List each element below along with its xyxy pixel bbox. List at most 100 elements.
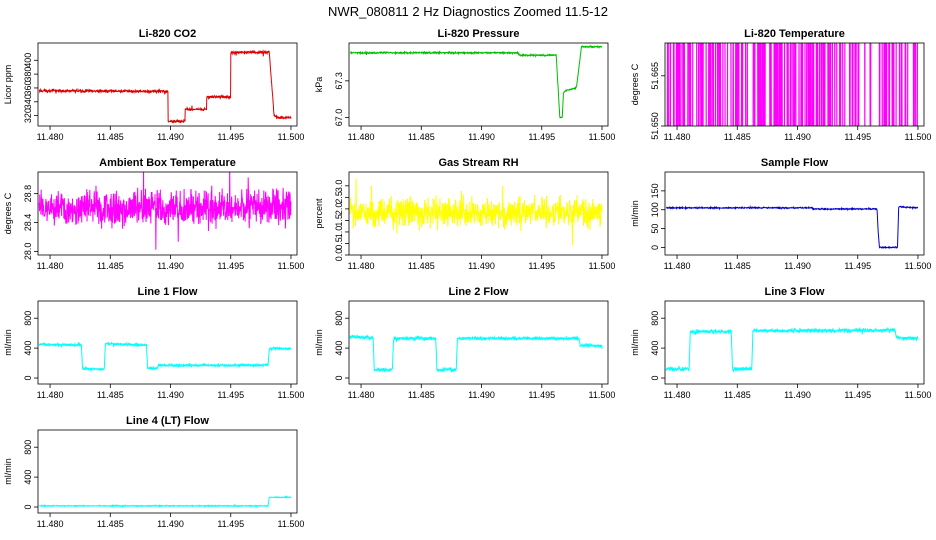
x-tick-label: 11.495 xyxy=(528,261,555,271)
panel-title: Line 3 Flow xyxy=(765,286,825,298)
x-tick-label: 11.480 xyxy=(37,519,64,529)
x-tick-label: 11.490 xyxy=(468,261,495,271)
x-tick-label: 11.495 xyxy=(528,132,555,142)
y-axis-label: percent xyxy=(314,198,324,229)
series-line xyxy=(350,44,603,119)
panel-li-820-pressure: Li-820 Pressure 11.480 11.485 11.490 11.495 1… xyxy=(314,28,615,142)
x-tick-label: 11.485 xyxy=(97,519,124,529)
y-axis-label: kPa xyxy=(314,77,324,93)
x-tick-label: 11.495 xyxy=(844,132,871,142)
y-axis-label: degrees C xyxy=(630,63,640,105)
data-layer xyxy=(349,178,603,246)
plot-frame xyxy=(348,42,609,127)
y-tick-label: 0 xyxy=(23,376,33,381)
y-tick-label: 28.8 xyxy=(23,185,33,203)
x-tick-label: 11.485 xyxy=(724,261,751,271)
panel-title: Line 4 (LT) Flow xyxy=(126,415,209,427)
y-tick-label: 0.5 xyxy=(334,237,344,250)
data-layer xyxy=(666,204,919,250)
y-tick-label: 380 xyxy=(23,67,33,82)
x-tick-label: 11.485 xyxy=(724,132,751,142)
data-layer xyxy=(665,326,919,373)
plot-frame xyxy=(348,300,609,385)
x-tick-label: 11.480 xyxy=(348,390,375,400)
y-axis-label: ml/min xyxy=(630,200,640,227)
x-tick-label: 11.500 xyxy=(589,261,616,271)
plot-frame xyxy=(37,171,298,256)
figure-title: NWR_080811 2 Hz Diagnostics Zoomed 11.5-… xyxy=(328,4,608,19)
x-tick-label: 11.480 xyxy=(664,261,691,271)
x-tick-label: 11.480 xyxy=(37,261,64,271)
x-tick-label: 11.490 xyxy=(468,132,495,142)
y-tick-label: 51.650 xyxy=(650,112,660,140)
x-tick-label: 11.500 xyxy=(278,132,305,142)
y-tick-label: 0.0 xyxy=(334,249,344,262)
x-tick-label: 11.500 xyxy=(905,132,932,142)
y-tick-label: 1.5 xyxy=(334,214,344,227)
panel-sample-flow: Sample Flow 11.480 11.485 11.490 11.495 11.50… xyxy=(630,157,931,271)
x-tick-label: 11.500 xyxy=(278,390,305,400)
panel-title: Li-820 Pressure xyxy=(438,28,520,40)
x-tick-label: 11.500 xyxy=(589,390,616,400)
x-tick-label: 11.490 xyxy=(784,132,811,142)
x-tick-label: 11.495 xyxy=(217,132,244,142)
x-tick-label: 11.485 xyxy=(97,261,124,271)
panel-li-820-co2: Li-820 CO2 11.480 11.485 11.490 11.495 11.500… xyxy=(3,28,304,142)
panel-title: Li-820 CO2 xyxy=(139,28,196,40)
y-tick-label: 28.4 xyxy=(23,214,33,232)
x-tick-label: 11.495 xyxy=(528,390,555,400)
panel-gas-stream-rh: Gas Stream RH 11.480 11.485 11.490 11.495 11.… xyxy=(314,157,615,271)
panel-ambient-box-temperature: Ambient Box Temperature 11.480 11.485 11.49… xyxy=(3,157,304,271)
y-tick-label: 800 xyxy=(23,311,33,326)
x-tick-label: 11.500 xyxy=(589,132,616,142)
x-tick-label: 11.480 xyxy=(664,390,691,400)
x-tick-label: 11.495 xyxy=(217,261,244,271)
y-tick-label: 400 xyxy=(650,341,660,356)
x-tick-label: 11.485 xyxy=(97,132,124,142)
y-tick-label: 0 xyxy=(650,245,660,250)
series-line xyxy=(666,43,919,126)
panel-line-1-flow: Line 1 Flow 11.480 11.485 11.490 11.495 11.50… xyxy=(3,286,304,400)
x-tick-label: 11.500 xyxy=(278,261,305,271)
y-tick-label: 67.3 xyxy=(334,72,344,90)
y-axis-label: ml/min xyxy=(3,458,13,485)
panel-title: Gas Stream RH xyxy=(438,157,518,169)
y-tick-label: 320 xyxy=(23,108,33,123)
y-tick-label: 400 xyxy=(334,341,344,356)
x-tick-label: 11.480 xyxy=(664,132,691,142)
y-tick-label: 0 xyxy=(334,376,344,381)
y-tick-label: 50 xyxy=(650,224,660,234)
series-line xyxy=(349,334,603,374)
x-tick-label: 11.495 xyxy=(217,390,244,400)
panel-title: Li-820 Temperature xyxy=(744,28,845,40)
data-layer xyxy=(38,49,292,124)
x-tick-label: 11.500 xyxy=(905,390,932,400)
y-tick-label: 51.665 xyxy=(650,62,660,90)
y-tick-label: 340 xyxy=(23,94,33,109)
y-axis-label: degrees C xyxy=(3,192,13,234)
x-tick-label: 11.480 xyxy=(37,390,64,400)
y-tick-label: 800 xyxy=(650,311,660,326)
series-line xyxy=(665,326,919,373)
x-tick-label: 11.490 xyxy=(157,519,184,529)
chart-panels: Li-820 CO2 11.480 11.485 11.490 11.495 11.500… xyxy=(3,28,931,529)
x-tick-label: 11.480 xyxy=(37,132,64,142)
panel-title: Sample Flow xyxy=(761,157,829,169)
plot-frame xyxy=(37,42,298,127)
y-tick-label: 800 xyxy=(334,311,344,326)
panel-title: Line 2 Flow xyxy=(449,286,509,298)
panel-line-2-flow: Line 2 Flow 11.480 11.485 11.490 11.495 11.50… xyxy=(314,286,615,400)
x-tick-label: 11.490 xyxy=(784,390,811,400)
y-tick-label: 150 xyxy=(650,183,660,198)
plot-frame xyxy=(664,300,925,385)
y-tick-label: 400 xyxy=(23,53,33,68)
panel-line-4-lt-flow: Line 4 (LT) Flow 11.480 11.485 11.490 11.495… xyxy=(3,415,304,529)
y-tick-label: 400 xyxy=(23,341,33,356)
y-tick-label: 3.0 xyxy=(334,180,344,193)
x-tick-label: 11.485 xyxy=(97,390,124,400)
panel-title: Line 1 Flow xyxy=(138,286,198,298)
panel-line-3-flow: Line 3 Flow 11.480 11.485 11.490 11.495 11.50… xyxy=(630,286,931,400)
y-tick-label: 28.0 xyxy=(23,243,33,261)
plot-frame xyxy=(348,171,609,256)
